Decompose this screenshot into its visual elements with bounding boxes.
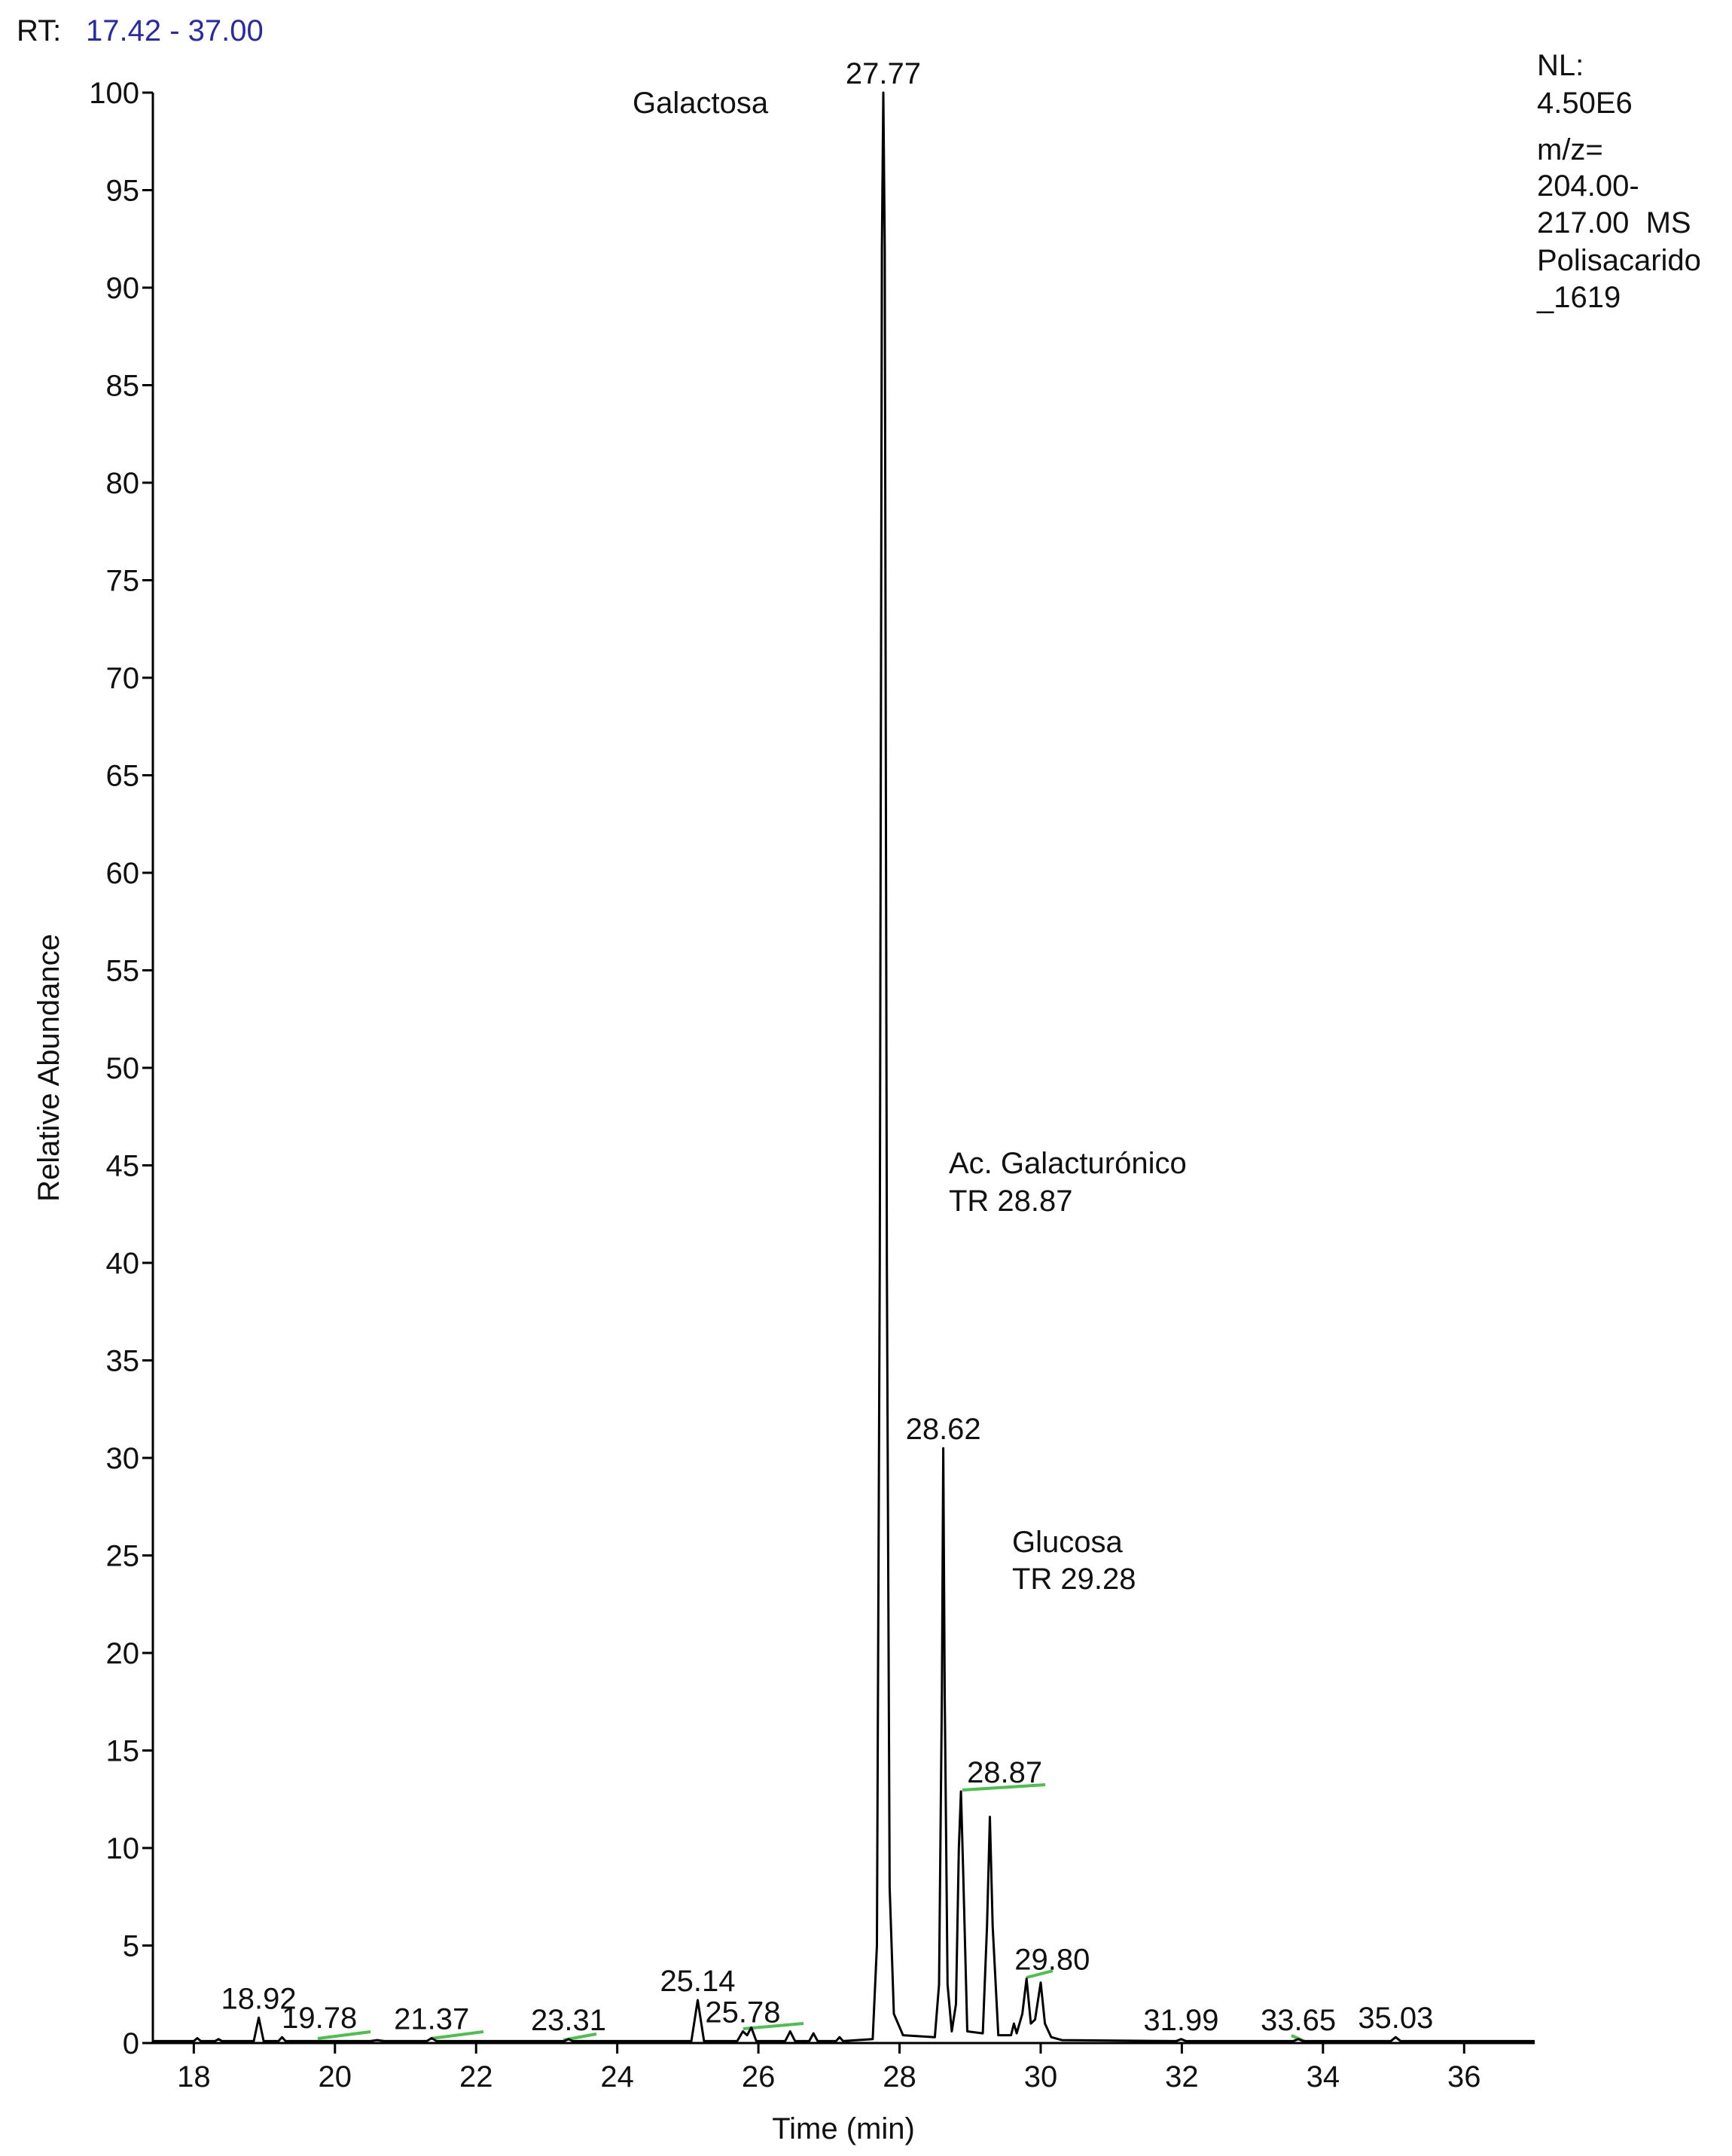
peak-label: 31.99 xyxy=(1143,2004,1218,2037)
info-line: 217.00 MS xyxy=(1537,206,1691,239)
y-tick-label: 25 xyxy=(106,1540,140,1573)
y-tick-label: 45 xyxy=(106,1150,140,1183)
y-tick-label: 55 xyxy=(106,955,140,988)
x-axis-title: Time (min) xyxy=(772,2112,915,2145)
annotation: Glucosa xyxy=(1012,1526,1123,1559)
y-tick-label: 30 xyxy=(106,1442,140,1475)
peak-label: 29.80 xyxy=(1014,1944,1090,1977)
peak-label: 28.87 xyxy=(967,1756,1042,1789)
peak-label: 19.78 xyxy=(282,2002,357,2035)
y-tick-label: 35 xyxy=(106,1345,140,1378)
y-tick-label: 65 xyxy=(106,760,140,793)
info-line: NL: xyxy=(1537,49,1584,82)
baseline-marker xyxy=(962,1783,1046,1792)
peak-label: 28.62 xyxy=(906,1413,981,1446)
y-tick-label: 40 xyxy=(106,1247,140,1280)
y-axis-title: Relative Abundance xyxy=(32,934,66,1202)
peak-label: 33.65 xyxy=(1261,2004,1336,2037)
x-tick-label: 22 xyxy=(459,2060,493,2093)
annotation: TR 28.87 xyxy=(949,1185,1073,1218)
y-tick-label: 50 xyxy=(106,1052,140,1085)
peak-label: 25.14 xyxy=(660,1965,735,1998)
y-tick-label: 70 xyxy=(106,662,140,695)
annotation: Ac. Galacturónico xyxy=(949,1147,1187,1180)
info-line: m/z= xyxy=(1537,133,1603,166)
y-tick-label: 75 xyxy=(106,565,140,598)
peak-label: 21.37 xyxy=(394,2003,469,2036)
peak-label: 18.92 xyxy=(221,1982,297,2015)
baseline-marker xyxy=(317,2030,371,2040)
x-tick-label: 20 xyxy=(319,2060,352,2093)
info-line: 4.50E6 xyxy=(1537,87,1633,120)
x-tick-label: 34 xyxy=(1307,2060,1340,2093)
info-line: 204.00- xyxy=(1537,169,1639,203)
y-tick-label: 90 xyxy=(106,272,140,305)
y-tick-label: 95 xyxy=(106,175,140,208)
trace xyxy=(153,91,1535,2042)
y-tick-label: 80 xyxy=(106,467,140,500)
y-tick-label: 5 xyxy=(123,1930,139,1963)
y-tick-label: 60 xyxy=(106,857,140,890)
y-tick-label: 100 xyxy=(89,77,139,110)
annotation: TR 29.28 xyxy=(1012,1563,1136,1596)
x-tick-label: 24 xyxy=(600,2060,634,2093)
baseline-marker xyxy=(1026,1969,1054,1979)
y-tick-label: 0 xyxy=(123,2027,139,2060)
x-tick-label: 30 xyxy=(1024,2060,1058,2093)
peak-label: 23.31 xyxy=(531,2004,606,2037)
y-tick-label: 20 xyxy=(106,1637,140,1670)
x-tick-label: 18 xyxy=(177,2060,211,2093)
peak-label: 35.03 xyxy=(1358,2002,1433,2035)
x-tick-label: 28 xyxy=(883,2060,916,2093)
y-tick-label: 10 xyxy=(106,1832,140,1865)
x-tick-label: 26 xyxy=(742,2060,776,2093)
peak-label: 25.78 xyxy=(705,1996,780,2029)
annotation: Galactosa xyxy=(633,87,769,120)
info-line: _1619 xyxy=(1536,281,1621,314)
x-tick-label: 32 xyxy=(1165,2060,1199,2093)
y-tick-label: 15 xyxy=(106,1735,140,1768)
rt-label: RT: xyxy=(17,14,61,47)
baseline-marker xyxy=(743,2022,804,2030)
rt-range: 17.42 - 37.00 xyxy=(86,14,264,47)
info-line: Polisacarido xyxy=(1537,244,1701,277)
peak-label: 27.77 xyxy=(846,57,921,90)
y-tick-label: 85 xyxy=(106,370,140,403)
baseline-marker xyxy=(430,2030,484,2040)
x-tick-label: 36 xyxy=(1447,2060,1481,2093)
